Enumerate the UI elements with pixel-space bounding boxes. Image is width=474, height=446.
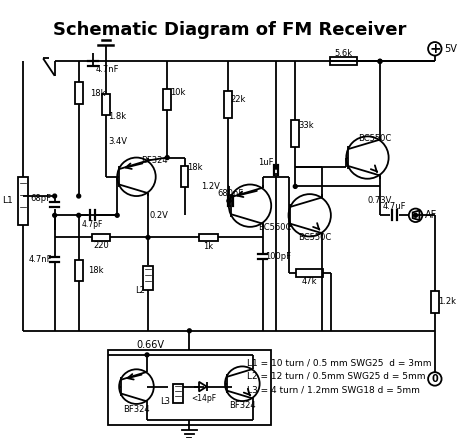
Circle shape [378,59,382,63]
Bar [199,234,218,241]
Text: 4.7nF: 4.7nF [96,65,119,74]
Text: <14pF: <14pF [191,394,217,403]
Bar [102,94,109,115]
Text: 1k: 1k [204,242,214,251]
Text: 10k: 10k [170,87,185,97]
Text: L1 = 10 turn / 0.5 mm SWG25  d = 3mm: L1 = 10 turn / 0.5 mm SWG25 d = 3mm [247,358,432,367]
Bar [143,266,153,290]
Text: BF324: BF324 [141,156,168,165]
Circle shape [293,185,297,188]
Text: 5.6k: 5.6k [334,49,353,58]
Text: BF324: BF324 [123,405,150,414]
Bar [296,269,323,277]
Text: 680nF: 680nF [218,189,244,198]
Circle shape [227,199,231,203]
Text: 47k: 47k [302,277,318,286]
Bar [75,260,82,281]
Bar [173,384,182,403]
Bar [108,350,271,425]
Text: 18k: 18k [188,163,203,172]
Text: 0.73V: 0.73V [368,196,392,205]
Circle shape [53,213,56,217]
Bar [18,177,27,225]
Text: 1uF: 1uF [258,158,273,167]
Text: 4.7pF: 4.7pF [82,220,103,229]
Bar [181,166,189,187]
Text: +: + [429,42,441,56]
Bar [75,83,82,103]
Bar [431,291,438,313]
Circle shape [77,213,81,217]
Text: 1.8k: 1.8k [109,112,127,121]
Text: 3.4V: 3.4V [109,136,128,146]
Text: 1.2k: 1.2k [438,297,456,306]
Text: 68pF: 68pF [31,194,52,203]
Circle shape [414,213,418,217]
Text: BF324: BF324 [229,401,255,410]
Text: AF: AF [425,211,438,220]
Text: L2: L2 [136,286,145,295]
Text: L3: L3 [160,396,170,405]
Text: 18k: 18k [90,89,106,98]
Bar [92,234,109,241]
Circle shape [145,353,149,357]
Text: BC560C: BC560C [258,223,291,232]
Text: 0: 0 [431,374,438,384]
Circle shape [115,213,119,217]
Circle shape [77,194,81,198]
Bar [164,89,171,111]
Text: L2 = 12 turn / 0.5mm SWG25 d = 5mm: L2 = 12 turn / 0.5mm SWG25 d = 5mm [247,372,426,380]
Bar [330,58,357,65]
Text: 0.66V: 0.66V [137,340,164,350]
Circle shape [53,194,56,198]
Bar [292,120,299,147]
Text: 5V: 5V [445,44,457,54]
Bar [224,91,232,118]
Circle shape [274,165,278,169]
Text: 33k: 33k [298,121,314,130]
Circle shape [165,156,169,160]
Circle shape [378,59,382,63]
Text: L3 = 4 turn / 1.2mm SWG18 d = 5mm: L3 = 4 turn / 1.2mm SWG18 d = 5mm [247,385,420,394]
Text: 4.7uF: 4.7uF [383,202,406,211]
Text: L1: L1 [2,196,13,205]
Circle shape [146,235,150,240]
Text: BC550C: BC550C [358,134,392,143]
Circle shape [188,329,191,333]
Text: 100pF: 100pF [265,252,292,261]
Text: 18k: 18k [88,266,104,275]
Text: Schematic Diagram of FM Receiver: Schematic Diagram of FM Receiver [53,21,407,38]
Text: 220: 220 [93,241,109,250]
Text: 1.2V: 1.2V [201,182,220,191]
Text: 4.7nF: 4.7nF [28,255,52,264]
Text: 22k: 22k [231,95,246,104]
Text: 0.2V: 0.2V [150,211,169,220]
Text: BC550C: BC550C [298,233,331,242]
